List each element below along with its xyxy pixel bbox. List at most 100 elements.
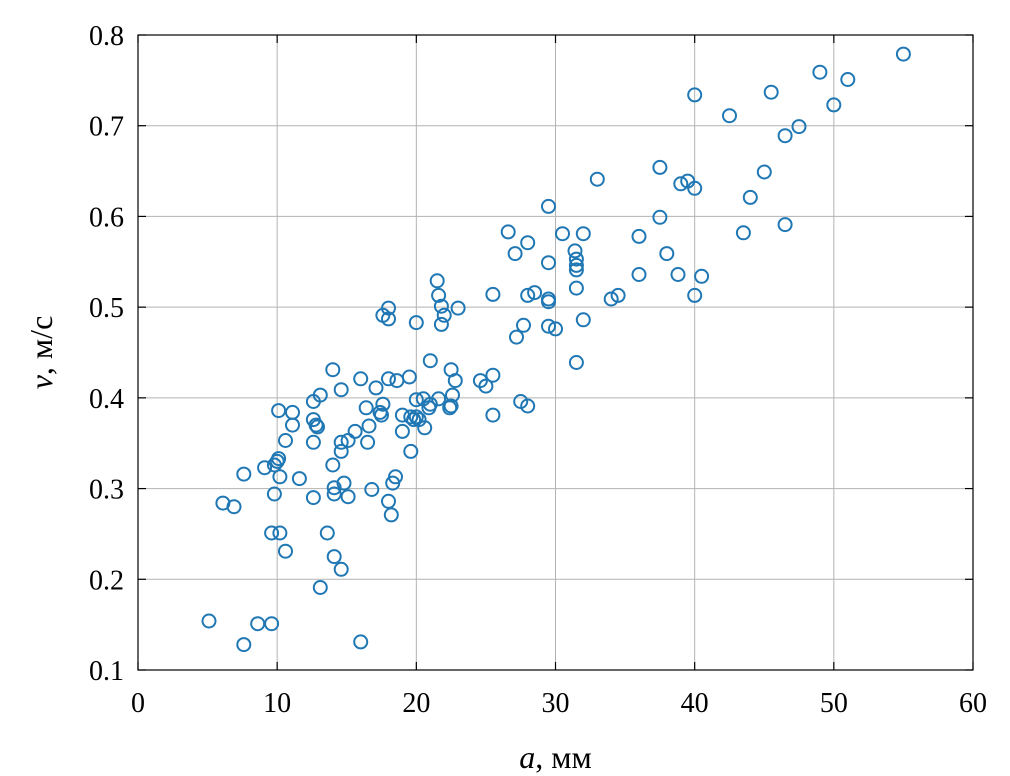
y-tick-label: 0.6 [89, 202, 124, 233]
data-point [485, 367, 501, 383]
data-point [326, 486, 342, 502]
data-point [541, 318, 556, 334]
data-point [257, 460, 273, 476]
data-point [555, 226, 570, 242]
data-point [358, 400, 374, 416]
data-point [568, 257, 584, 273]
data-point [433, 298, 449, 314]
x-axis-unit: , мм [535, 739, 592, 775]
y-tick-label: 0.5 [89, 293, 124, 324]
data-point [575, 226, 591, 242]
data-point [548, 321, 563, 337]
x-tick-label: 40 [681, 688, 709, 719]
data-point [687, 87, 703, 103]
data-point [271, 403, 287, 419]
data-point [670, 267, 686, 282]
data-point [735, 225, 751, 241]
data-point [568, 251, 584, 267]
data-point [478, 378, 494, 394]
data-point [575, 312, 591, 328]
data-point [383, 507, 399, 523]
data-point [325, 457, 341, 473]
data-point [500, 224, 516, 240]
data-point [333, 382, 349, 398]
data-point [516, 317, 531, 333]
data-point [278, 433, 293, 448]
data-point [394, 423, 410, 439]
data-point [791, 119, 807, 135]
data-point [436, 307, 452, 323]
data-point [742, 189, 758, 205]
data-point [319, 525, 335, 541]
data-point [429, 273, 445, 289]
data-point [777, 217, 793, 233]
data-point [381, 371, 396, 387]
data-point [333, 561, 349, 577]
data-point [408, 409, 424, 425]
data-point [694, 268, 710, 284]
data-point [278, 543, 293, 559]
data-point [408, 392, 424, 408]
data-point [381, 300, 396, 316]
data-point [285, 417, 300, 433]
data-point [272, 469, 288, 485]
data-point [305, 434, 321, 450]
data-point [312, 580, 328, 595]
data-point [360, 434, 376, 450]
data-point [340, 489, 356, 505]
data-point [445, 387, 460, 403]
data-point [266, 486, 282, 502]
data-point [347, 423, 363, 439]
data-point [541, 255, 556, 271]
data-point [520, 398, 536, 414]
data-point [381, 311, 396, 327]
data-point [443, 398, 459, 414]
data-point [509, 329, 524, 345]
data-point [272, 525, 288, 541]
data-point [652, 209, 668, 225]
data-point [403, 443, 419, 459]
points-layer [201, 46, 911, 653]
data-point [381, 493, 396, 509]
data-point [631, 267, 647, 282]
data-point [631, 228, 647, 244]
data-point [431, 287, 447, 303]
data-point [308, 417, 324, 433]
data-point [264, 525, 280, 541]
data-point [431, 391, 447, 407]
data-point [333, 443, 349, 459]
data-point [826, 97, 842, 113]
data-point [777, 128, 793, 144]
data-point [568, 280, 584, 296]
data-point [812, 64, 828, 80]
data-point [450, 300, 466, 316]
y-tick-label: 0.2 [89, 565, 124, 596]
data-point [589, 171, 605, 187]
grid-layer [137, 34, 974, 671]
data-point [520, 235, 536, 251]
data-point [291, 471, 307, 487]
data-point [236, 637, 252, 653]
x-axis-variable: a [519, 739, 535, 775]
y-tick-label: 0.8 [89, 21, 124, 52]
data-point [285, 404, 300, 420]
data-point [325, 362, 341, 378]
data-point [361, 418, 377, 434]
x-tick-label: 30 [542, 688, 570, 719]
data-point [353, 371, 369, 387]
x-tick-label: 50 [820, 688, 848, 719]
data-point [568, 355, 584, 370]
data-point [201, 613, 217, 629]
data-point [756, 164, 772, 180]
data-point [485, 407, 501, 423]
data-point [895, 46, 911, 62]
x-tick-label: 10 [263, 688, 291, 719]
data-point [507, 246, 523, 262]
data-point [353, 634, 369, 650]
data-point [236, 466, 252, 482]
data-point [401, 369, 417, 385]
data-point [652, 159, 668, 175]
data-point [250, 616, 266, 632]
data-point [326, 549, 342, 565]
